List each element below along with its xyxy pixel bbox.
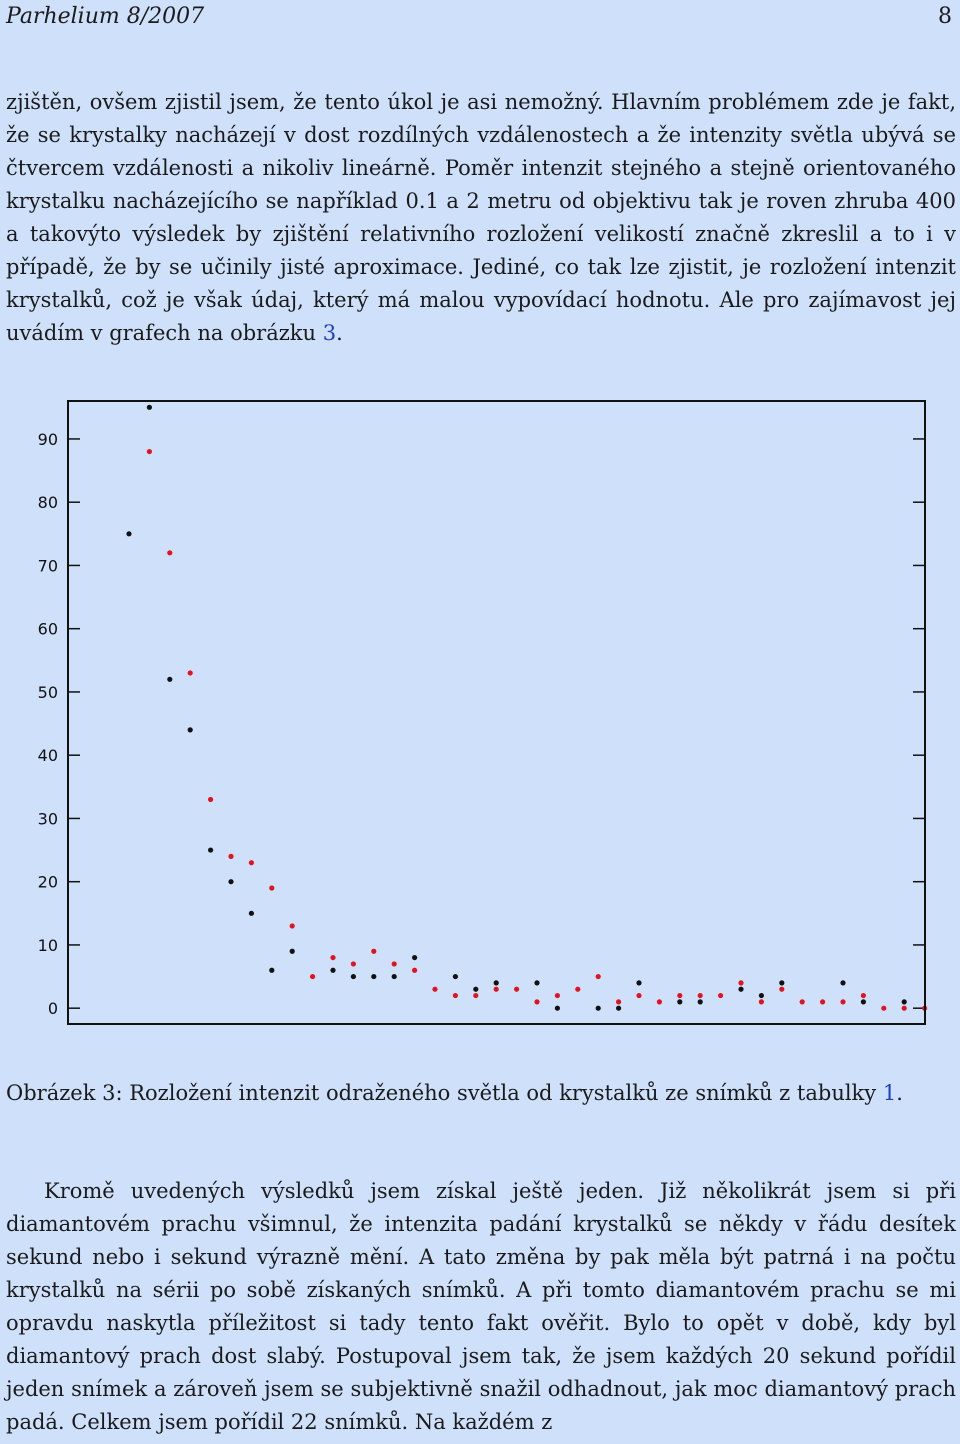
figure-ref-link[interactable]: 3 bbox=[322, 321, 337, 345]
y-tick-label: 50 bbox=[38, 683, 58, 702]
data-point-red bbox=[534, 999, 540, 1005]
data-point-black bbox=[350, 973, 356, 980]
data-point-red bbox=[799, 999, 805, 1005]
data-point-red bbox=[493, 986, 499, 992]
data-point-red bbox=[208, 796, 214, 803]
data-point-black bbox=[779, 980, 785, 986]
y-tick-label: 90 bbox=[38, 430, 58, 449]
y-tick-label: 70 bbox=[38, 556, 58, 575]
data-point-black bbox=[677, 999, 683, 1005]
data-point-black bbox=[840, 980, 846, 986]
page-number: 8 bbox=[938, 4, 952, 29]
data-point-red bbox=[167, 550, 173, 556]
data-point-red bbox=[330, 954, 336, 961]
data-point-black bbox=[534, 980, 540, 986]
data-point-red bbox=[575, 986, 581, 992]
data-point-red bbox=[718, 992, 724, 999]
data-point-red bbox=[391, 961, 397, 967]
data-point-red bbox=[758, 999, 765, 1005]
paragraph-results: Kromě uvedených výsledků jsem získal ješ… bbox=[6, 1179, 956, 1434]
data-point-red bbox=[187, 670, 193, 676]
data-point-black bbox=[860, 999, 867, 1005]
data-point-black bbox=[901, 999, 907, 1005]
figure-caption: Obrázek 3: Rozložení intenzit odraženého… bbox=[6, 1077, 956, 1110]
y-tick-label: 30 bbox=[38, 809, 58, 828]
y-tick-label: 40 bbox=[38, 746, 58, 765]
data-point-black bbox=[228, 879, 234, 885]
y-tick-label: 20 bbox=[38, 873, 58, 892]
data-point-red bbox=[514, 986, 520, 992]
figure-caption-text: Obrázek 3: Rozložení intenzit odraženého… bbox=[6, 1081, 883, 1105]
data-point-red bbox=[779, 986, 785, 992]
y-axis-ticks: 0 10 20 30 40 50 60 70 80 90 bbox=[38, 430, 925, 1018]
data-point-black bbox=[126, 531, 132, 537]
data-point-red bbox=[595, 973, 601, 980]
y-tick-label: 0 bbox=[48, 999, 58, 1018]
data-point-black bbox=[595, 1005, 601, 1011]
figure-caption-end: . bbox=[896, 1081, 903, 1105]
data-point-black bbox=[289, 948, 295, 954]
data-point-red bbox=[820, 999, 826, 1005]
data-point-black bbox=[697, 999, 703, 1005]
data-point-red bbox=[616, 999, 622, 1005]
data-point-red bbox=[636, 992, 642, 999]
y-tick-label: 80 bbox=[38, 493, 58, 512]
data-point-black bbox=[248, 910, 254, 916]
data-point-red bbox=[697, 992, 703, 999]
data-point-black bbox=[208, 847, 214, 853]
data-point-red bbox=[228, 853, 234, 859]
data-point-red bbox=[289, 923, 295, 929]
data-point-red bbox=[901, 1005, 907, 1011]
data-point-black bbox=[146, 404, 152, 410]
y-tick-label: 60 bbox=[38, 620, 58, 639]
y-tick-label: 10 bbox=[38, 936, 58, 955]
data-point-red bbox=[146, 448, 152, 455]
data-points bbox=[126, 404, 928, 1011]
data-point-black bbox=[554, 1005, 561, 1011]
data-point-red bbox=[473, 992, 479, 999]
data-point-black bbox=[412, 954, 418, 961]
table-ref-link[interactable]: 1 bbox=[882, 1081, 897, 1105]
data-point-black bbox=[187, 727, 193, 733]
data-point-red bbox=[677, 992, 683, 999]
data-point-red bbox=[738, 980, 744, 986]
data-point-red bbox=[432, 986, 438, 992]
page-header: Parhelium 8/2007 8 bbox=[6, 2, 952, 32]
data-point-black bbox=[758, 992, 765, 999]
data-point-black bbox=[493, 980, 499, 986]
data-point-red bbox=[452, 992, 458, 999]
data-point-red bbox=[554, 992, 561, 999]
paragraph-intro-end: . bbox=[336, 321, 343, 345]
data-point-black bbox=[636, 980, 642, 986]
data-point-red bbox=[350, 961, 356, 967]
data-point-red bbox=[269, 885, 275, 891]
data-point-black bbox=[371, 973, 377, 980]
data-point-red bbox=[371, 948, 377, 954]
paragraph-intro-text: zjištěn, ovšem zjistil jsem, že tento úk… bbox=[6, 90, 956, 345]
data-point-red bbox=[840, 999, 846, 1005]
journal-title: Parhelium 8/2007 bbox=[6, 4, 205, 29]
data-point-black bbox=[452, 973, 458, 980]
data-point-red bbox=[656, 999, 663, 1005]
data-point-red bbox=[412, 967, 418, 973]
data-point-red bbox=[881, 1005, 887, 1011]
data-point-black bbox=[330, 967, 336, 973]
data-point-black bbox=[269, 967, 275, 973]
data-point-red bbox=[860, 992, 867, 999]
data-point-black bbox=[473, 986, 479, 992]
data-point-black bbox=[616, 1005, 622, 1011]
data-point-red bbox=[310, 973, 316, 980]
data-point-black bbox=[167, 676, 173, 682]
data-point-black bbox=[738, 986, 744, 992]
plot-frame bbox=[67, 400, 926, 1025]
paragraph-intro: zjištěn, ovšem zjistil jsem, že tento úk… bbox=[6, 86, 956, 350]
scatter-chart: 0 10 20 30 40 50 60 70 80 90 bbox=[38, 400, 928, 1025]
data-point-red bbox=[248, 860, 254, 866]
data-point-black bbox=[391, 973, 397, 980]
